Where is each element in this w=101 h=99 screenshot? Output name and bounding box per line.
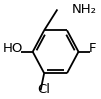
Text: HO: HO: [3, 42, 23, 55]
Text: NH₂: NH₂: [71, 3, 96, 16]
Text: Cl: Cl: [38, 83, 51, 96]
Text: F: F: [89, 42, 97, 55]
